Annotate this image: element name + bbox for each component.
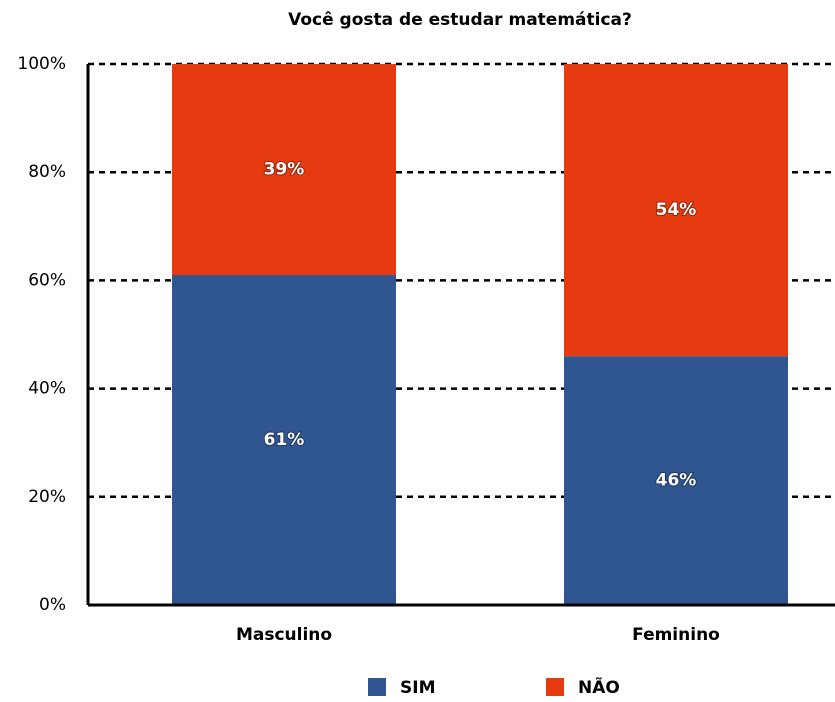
bar-segment	[564, 356, 788, 605]
y-tick-label: 100%	[17, 54, 66, 74]
legend-label: NÃO	[578, 675, 620, 698]
x-tick-label: Feminino	[632, 625, 720, 645]
y-tick-label: 0%	[39, 595, 66, 615]
chart-title: Você gosta de estudar matemática?	[288, 10, 632, 30]
data-label: 46%	[656, 471, 697, 491]
y-tick-label: 20%	[28, 487, 66, 507]
legend-label: SIM	[400, 678, 436, 698]
legend-swatch	[546, 678, 564, 696]
legend-swatch	[368, 678, 386, 696]
x-tick-label: Masculino	[236, 625, 332, 645]
data-label: 61%	[264, 430, 305, 450]
y-tick-label: 60%	[28, 270, 66, 290]
bar-segment	[564, 64, 788, 357]
y-tick-label: 80%	[28, 162, 66, 182]
bar-segment	[172, 274, 396, 605]
data-label: 54%	[656, 200, 697, 220]
bar-segment	[172, 64, 396, 275]
data-label: 39%	[264, 159, 305, 179]
y-tick-label: 40%	[28, 379, 66, 399]
